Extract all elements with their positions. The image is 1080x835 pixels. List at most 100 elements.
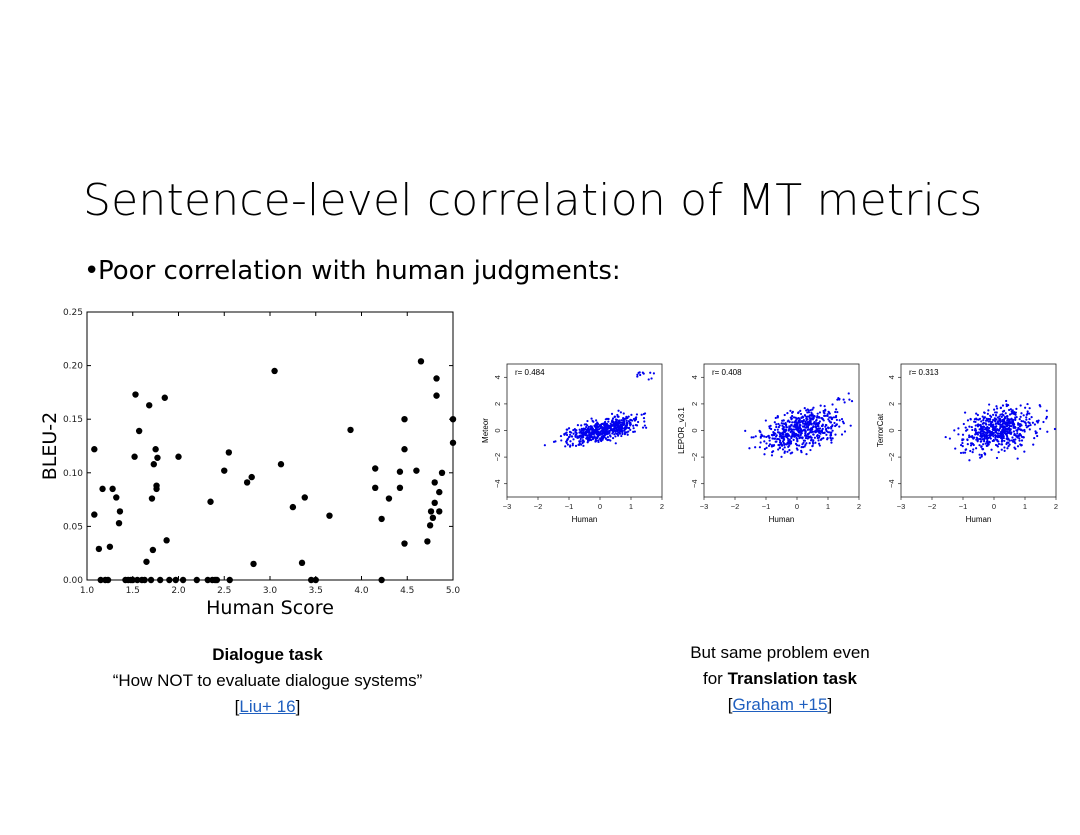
mt-data-point <box>596 421 599 424</box>
mt-data-point <box>605 431 608 435</box>
mt-data-point <box>1000 437 1004 440</box>
mt-data-point <box>815 434 819 438</box>
data-point <box>307 576 315 584</box>
mt-data-point <box>826 414 829 417</box>
mt-data-point <box>816 436 819 440</box>
mt-data-point <box>805 419 808 422</box>
mt-data-point <box>791 421 794 424</box>
mt-data-point <box>566 437 569 441</box>
slide-title: Sentence-level correlation of MT metrics <box>83 175 983 226</box>
mt-data-point <box>609 425 612 428</box>
mt-data-point <box>1003 415 1007 419</box>
mt-data-point <box>817 431 821 434</box>
mt-data-point <box>799 436 802 439</box>
mt-data-point <box>625 419 628 422</box>
mt-data-point <box>554 440 557 443</box>
mt-data-point <box>1005 434 1008 437</box>
mt-data-point <box>1027 425 1030 428</box>
mt-data-point <box>975 412 978 415</box>
mt-data-point <box>571 435 574 438</box>
mt-data-point <box>609 439 612 442</box>
mt-data-point <box>954 447 957 450</box>
mt-data-point <box>816 422 819 425</box>
mt-data-point <box>791 430 794 433</box>
ref-link-graham[interactable]: Graham +15 <box>732 695 828 714</box>
mt-x-tick-label: −1 <box>959 502 968 511</box>
mt-data-point <box>961 438 964 441</box>
mt-data-point <box>615 432 618 435</box>
mt-data-point <box>820 437 823 440</box>
mt-data-point <box>804 422 807 425</box>
mt-data-point <box>802 441 805 444</box>
mt-data-point <box>552 440 556 443</box>
mt-data-point <box>999 430 1003 434</box>
mt-data-point <box>980 429 983 432</box>
mt-data-point <box>604 431 607 434</box>
mt-data-point <box>1001 430 1005 433</box>
mt-data-point <box>1008 428 1011 431</box>
mt-data-point <box>1027 421 1030 424</box>
mt-data-point <box>602 426 605 429</box>
mt-data-point <box>812 425 815 428</box>
mt-data-point <box>601 428 604 432</box>
mt-data-point <box>636 420 640 424</box>
mt-data-point <box>850 400 854 403</box>
mt-data-point <box>969 444 973 447</box>
mt-data-point <box>1032 443 1035 446</box>
mt-data-point <box>799 409 802 412</box>
mt-data-point <box>591 432 594 435</box>
mt-data-point <box>1008 430 1011 433</box>
mt-data-point <box>614 427 617 430</box>
mt-data-point <box>1025 416 1028 419</box>
mt-data-point <box>964 426 967 429</box>
mt-data-point <box>582 444 585 447</box>
mt-data-point <box>625 426 628 429</box>
mt-data-point <box>798 418 801 421</box>
mt-data-point <box>1004 421 1007 424</box>
mt-data-point <box>622 423 625 427</box>
mt-data-point <box>980 453 983 457</box>
mt-data-point <box>788 442 792 445</box>
mt-data-point <box>1013 446 1016 449</box>
mt-data-point <box>830 431 833 434</box>
mt-data-point <box>1002 426 1005 429</box>
mt-data-point <box>816 412 819 415</box>
mt-data-point <box>810 414 813 417</box>
mt-data-point <box>623 429 626 432</box>
mt-data-point <box>598 424 602 427</box>
mt-data-point <box>1014 418 1017 421</box>
mt-data-point <box>627 415 630 418</box>
mt-data-point <box>982 443 985 446</box>
mt-y-axis-label: LEPOR_v3.1 <box>677 407 686 454</box>
mt-data-point <box>623 433 627 436</box>
mt-data-point <box>1016 429 1019 432</box>
mt-data-point <box>582 429 585 432</box>
mt-data-point <box>560 439 563 442</box>
mt-data-point <box>783 413 786 417</box>
mt-data-point <box>809 420 812 424</box>
mt-data-point <box>594 431 597 434</box>
mt-data-point <box>819 438 823 441</box>
mt-data-point <box>979 427 983 431</box>
mt-data-point <box>589 435 592 438</box>
mt-data-point <box>588 431 591 434</box>
mt-data-point <box>595 419 598 422</box>
mt-data-point <box>979 424 982 428</box>
mt-data-point <box>774 440 777 443</box>
mt-data-point <box>1017 423 1020 426</box>
mt-data-point <box>1007 418 1010 421</box>
mt-x-tick-label: −3 <box>503 502 512 511</box>
mt-data-point <box>588 429 591 433</box>
mt-data-point <box>620 423 624 426</box>
ref-link-liu[interactable]: Liu+ 16 <box>239 697 296 716</box>
mt-data-point <box>820 430 824 433</box>
mt-data-point <box>775 425 778 429</box>
mt-data-point <box>624 431 627 434</box>
mt-data-point <box>994 431 998 434</box>
mt-data-point <box>602 432 605 435</box>
mt-data-point <box>986 419 989 422</box>
mt-data-point <box>990 432 993 435</box>
mt-data-point <box>641 371 644 374</box>
mt-data-point <box>800 430 803 433</box>
mt-data-point <box>783 450 786 453</box>
